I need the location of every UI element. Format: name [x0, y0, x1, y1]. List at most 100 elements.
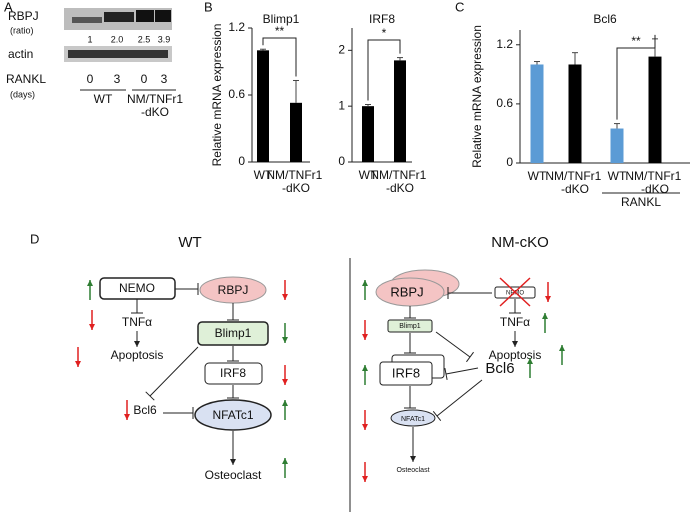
cross	[499, 277, 531, 307]
blot-band	[68, 50, 168, 58]
arrow-head	[282, 458, 288, 464]
x-tick-label: WT	[528, 169, 547, 183]
arrow-head	[134, 341, 140, 347]
chart-title: Bcl6	[593, 12, 617, 26]
inhibit-bar	[145, 391, 155, 401]
arrow-head	[230, 459, 236, 465]
arrow-head	[362, 424, 368, 430]
group-label: NM/TNFr1	[127, 92, 183, 106]
arrow-head	[559, 345, 565, 351]
y-tick-label: 0	[506, 155, 513, 169]
arrow-head	[87, 280, 93, 286]
node-ellipse	[390, 409, 436, 427]
blot-row-label: RBPJ	[8, 9, 39, 23]
significance-bracket	[367, 39, 401, 101]
arrow-head	[362, 476, 368, 482]
diagram-title: WT	[178, 234, 201, 251]
y-axis-label: Relative mRNA expression	[470, 25, 484, 168]
significance-bracket	[616, 34, 656, 120]
panel-label: A	[4, 0, 13, 14]
node-label: TNFα	[500, 315, 530, 329]
group-label: WT	[94, 92, 113, 106]
arrow-head	[362, 365, 368, 371]
x-tick-label: NM/TNFr1 -dKO	[545, 169, 604, 196]
x-tick-label: WT	[359, 168, 378, 182]
x-tick-label: NM/TNFr1 -dKO	[370, 168, 429, 195]
bar	[394, 60, 406, 163]
y-tick-label: 1.2	[496, 37, 513, 51]
node-label: Bcl6	[485, 360, 514, 377]
inhibit-line	[445, 367, 479, 375]
arrow-head	[512, 341, 518, 347]
node-label: RBPJ	[390, 284, 423, 299]
ratio-value: 2.5	[138, 34, 151, 44]
panel-label: D	[30, 231, 39, 246]
inhibit-bar	[466, 351, 474, 363]
node-label: IRF8	[220, 366, 246, 380]
arrow-head	[362, 334, 368, 340]
panel-label: B	[204, 0, 213, 14]
node-box	[204, 362, 263, 385]
days-value: 0	[87, 72, 94, 86]
arrow-head	[282, 379, 288, 385]
bar	[648, 56, 662, 163]
bar	[362, 106, 374, 162]
node-label: TNFα	[122, 315, 152, 329]
node-label: NFATc1	[212, 408, 253, 422]
node-box	[379, 361, 433, 386]
node-label: Osteoclast	[396, 467, 429, 474]
chart-title: Blimp1	[263, 12, 300, 26]
arrow-head	[542, 313, 548, 319]
inhibit-line	[149, 346, 199, 397]
ratio-value: 2.0	[111, 34, 124, 44]
node-label: Apoptosis	[489, 348, 542, 362]
ratio-value: 3.9	[158, 34, 171, 44]
node-label: Blimp1	[215, 326, 252, 340]
blot-band	[155, 10, 171, 22]
inhibit-bar	[432, 411, 442, 421]
diagram-title: NM-cKO	[491, 234, 549, 251]
arrow-head	[282, 400, 288, 406]
days-label: (days)	[10, 89, 35, 99]
chart-title: IRF8	[369, 12, 395, 26]
inhibit-line	[435, 331, 471, 358]
arrow-head	[89, 324, 95, 330]
node-label: Blimp1	[399, 323, 421, 330]
significance-label: *	[382, 26, 387, 40]
node-label: Bcl6	[133, 403, 157, 417]
arrow-head	[545, 296, 551, 302]
node-label: Apoptosis	[111, 348, 164, 362]
blot-band	[136, 10, 154, 22]
group-label: -dKO	[141, 105, 169, 119]
significance-label: **	[631, 34, 641, 48]
y-tick-label: 1	[338, 98, 345, 112]
arrow-head	[362, 280, 368, 286]
arrow-head	[410, 456, 416, 462]
days-value: 3	[114, 72, 121, 86]
y-axis-label: Relative mRNA expression	[210, 24, 224, 167]
node-label: NFATc1	[401, 416, 425, 423]
inhibit-line	[436, 379, 483, 417]
significance-label: **	[275, 24, 285, 38]
significance-bracket	[262, 37, 297, 77]
days-value: 0	[141, 72, 148, 86]
arrow-head	[282, 337, 288, 343]
y-tick-label: 0	[338, 154, 345, 168]
bar	[610, 128, 624, 163]
x-tick-label: WT	[254, 168, 273, 182]
y-tick-label: 0.6	[228, 87, 245, 101]
node-box	[197, 321, 269, 346]
node-label: NEMO	[119, 281, 155, 295]
arrow-head	[282, 294, 288, 300]
node-box	[387, 319, 433, 333]
node-label: Osteoclast	[205, 468, 262, 482]
node-ellipse	[194, 399, 272, 431]
y-tick-label: 2	[338, 43, 345, 57]
panel-label: C	[455, 0, 464, 14]
inhibit-bar	[444, 368, 448, 380]
node-label: RBPJ	[218, 283, 249, 297]
arrow-head	[124, 414, 130, 420]
x-tick-label: NM/TNFr1 -dKO	[266, 168, 325, 195]
arrow-head	[527, 358, 533, 364]
